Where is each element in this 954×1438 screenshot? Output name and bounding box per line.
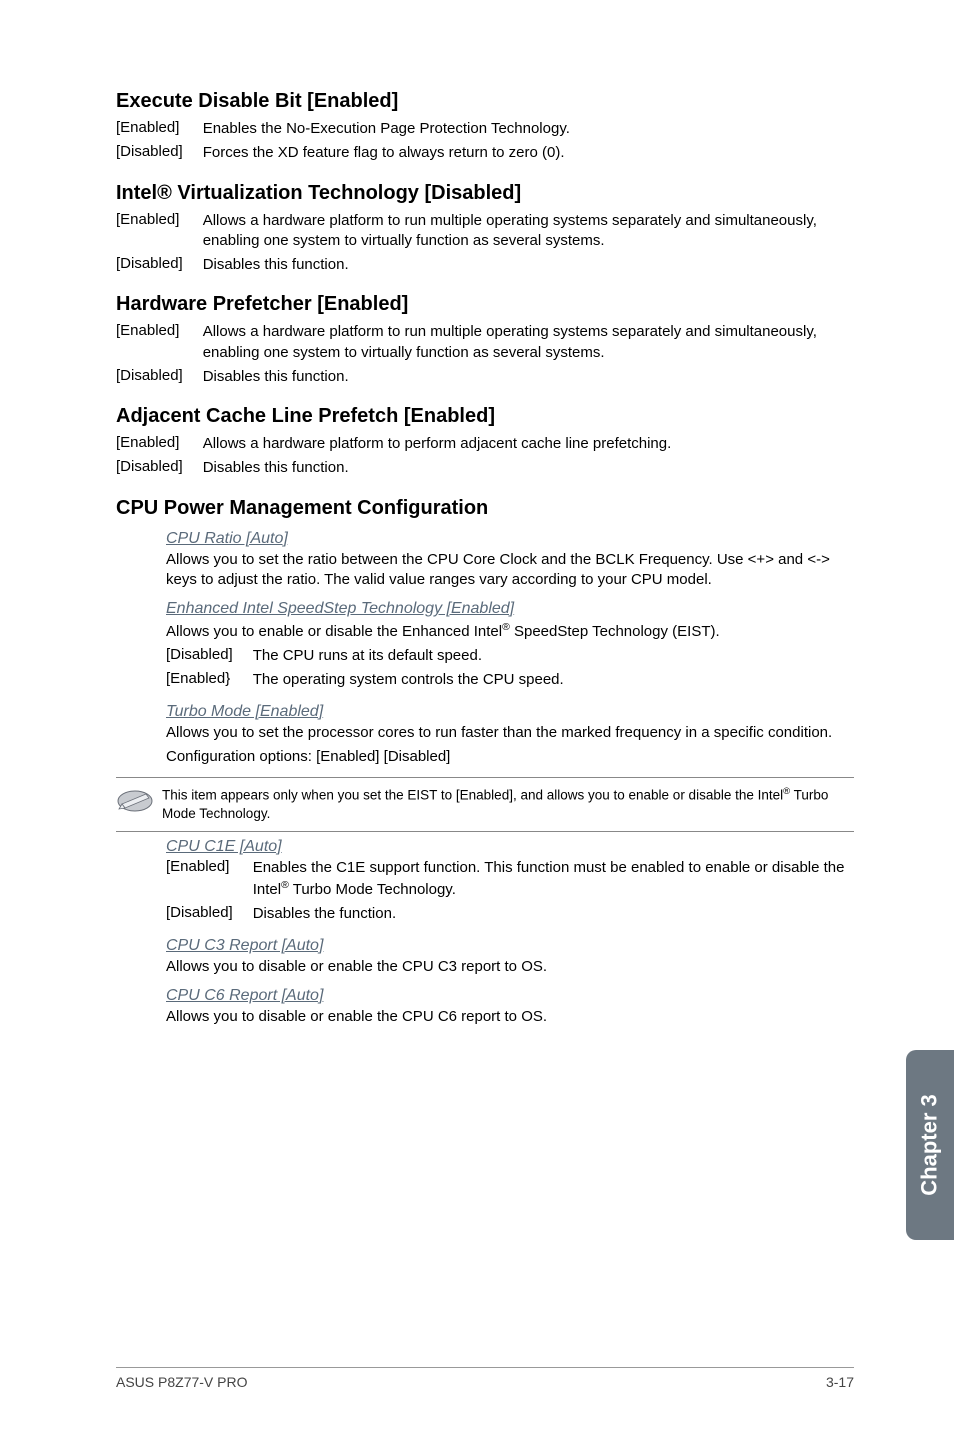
option-key: [Disabled] [116, 367, 203, 391]
pencil-icon [116, 786, 162, 814]
option-value: Disables this function. [203, 458, 672, 482]
subsection-heading: CPU C1E [Auto] [166, 838, 854, 856]
page-footer: ASUS P8Z77-V PRO 3-17 [116, 1367, 854, 1390]
body-text: Configuration options: [Enabled] [Disabl… [166, 747, 854, 767]
option-table: [Enabled]Enables the C1E support functio… [166, 858, 854, 927]
option-value: Allows a hardware platform to run multip… [203, 322, 854, 367]
option-key: [Enabled} [166, 670, 253, 693]
body-text: Allows you to disable or enable the CPU … [166, 957, 854, 977]
section-heading: Adjacent Cache Line Prefetch [Enabled] [116, 405, 854, 428]
option-key: [Enabled] [116, 211, 203, 256]
subsection-heading: Enhanced Intel SpeedStep Technology [Ena… [166, 600, 854, 618]
subsection-heading: CPU C6 Report [Auto] [166, 987, 854, 1005]
subsection-heading: CPU C3 Report [Auto] [166, 937, 854, 955]
option-value: Enables the No-Execution Page Protection… [203, 119, 570, 143]
option-value: The CPU runs at its default speed. [253, 646, 564, 669]
option-value: Allows a hardware platform to perform ad… [203, 434, 672, 458]
option-table: [Disabled]The CPU runs at its default sp… [166, 646, 564, 693]
option-key: [Disabled] [116, 255, 203, 279]
chapter-tab: Chapter 3 [906, 1050, 954, 1240]
text-fragment: Allows you to enable or disable the Enha… [166, 623, 502, 640]
text-fragment: Turbo Mode Technology. [289, 881, 456, 898]
option-key: [Disabled] [116, 458, 203, 482]
footer-left: ASUS P8Z77-V PRO [116, 1374, 248, 1390]
text-fragment: SpeedStep Technology (EIST). [510, 623, 720, 640]
option-key: [Disabled] [166, 646, 253, 669]
option-key: [Disabled] [166, 904, 253, 927]
subsection-heading: CPU Ratio [Auto] [166, 530, 854, 548]
option-value: The operating system controls the CPU sp… [253, 670, 564, 693]
body-text: Allows you to disable or enable the CPU … [166, 1007, 854, 1027]
option-key: [Disabled] [116, 143, 203, 167]
option-key: [Enabled] [116, 322, 203, 367]
option-key: [Enabled] [116, 434, 203, 458]
footer-right: 3-17 [826, 1374, 854, 1390]
section-heading: Hardware Prefetcher [Enabled] [116, 293, 854, 316]
section-heading: Execute Disable Bit [Enabled] [116, 90, 854, 113]
body-text: Allows you to set the ratio between the … [166, 550, 854, 591]
text-fragment: This item appears only when you set the … [162, 788, 783, 803]
option-key: [Enabled] [166, 858, 253, 904]
subsection-heading: Turbo Mode [Enabled] [166, 703, 854, 721]
option-table: [Enabled]Allows a hardware platform to r… [116, 322, 854, 391]
option-value: Disables this function. [203, 255, 854, 279]
option-key: [Enabled] [116, 119, 203, 143]
option-table: [Enabled]Enables the No-Execution Page P… [116, 119, 570, 168]
option-value: Forces the XD feature flag to always ret… [203, 143, 570, 167]
body-text: Allows you to enable or disable the Enha… [166, 620, 854, 642]
option-table: [Enabled]Allows a hardware platform to p… [116, 434, 671, 483]
registered-mark: ® [281, 879, 289, 891]
option-value: Allows a hardware platform to run multip… [203, 211, 854, 256]
note-callout: This item appears only when you set the … [116, 777, 854, 832]
option-table: [Enabled]Allows a hardware platform to r… [116, 211, 854, 280]
section-heading: Intel® Virtualization Technology [Disabl… [116, 182, 854, 205]
option-value: Disables the function. [253, 904, 854, 927]
chapter-tab-label: Chapter 3 [917, 1094, 943, 1195]
registered-mark: ® [502, 621, 510, 633]
section-heading: CPU Power Management Configuration [116, 497, 854, 520]
option-value: Disables this function. [203, 367, 854, 391]
note-text: This item appears only when you set the … [162, 786, 854, 823]
body-text: Allows you to set the processor cores to… [166, 723, 854, 743]
option-value: Enables the C1E support function. This f… [253, 858, 854, 904]
